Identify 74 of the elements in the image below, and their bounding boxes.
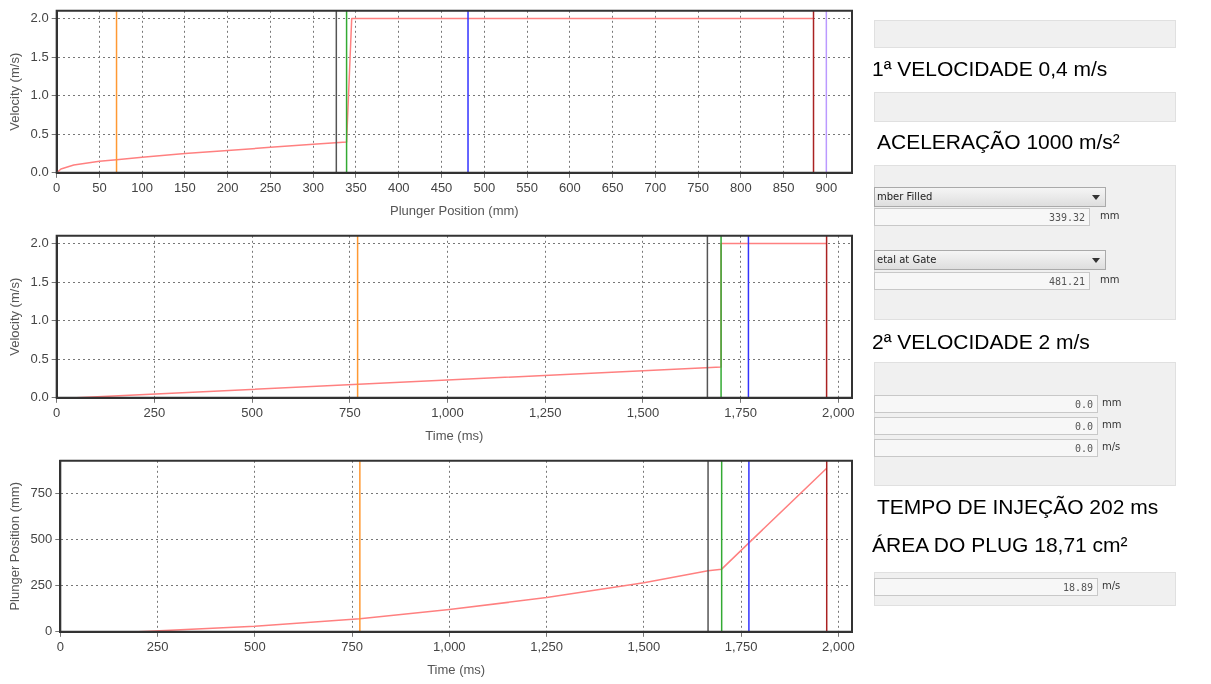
y-tick-label: 1.5	[30, 48, 49, 64]
y-tick-label: 1.5	[30, 273, 49, 289]
y-tick-label: 0	[45, 623, 53, 639]
input-field: 481.21	[874, 272, 1090, 290]
input-field: 0.0	[874, 439, 1098, 457]
x-tick-label: 500	[241, 405, 263, 421]
x-tick-label: 1,000	[431, 405, 464, 421]
y-tick-label: 0.0	[30, 389, 49, 405]
text: 1ª VELOCIDADE 0,4 m/s	[872, 57, 1108, 81]
x-tick-label: 750	[338, 405, 361, 421]
text: ÁREA DO PLUG 18,71 cm²	[872, 533, 1128, 557]
y-tick-label: 750	[30, 484, 53, 500]
x-tick-label: 200	[216, 180, 239, 196]
x-tick-label: 250	[259, 180, 282, 196]
x-tick-label: 350	[345, 180, 367, 196]
input-field: 339.32	[874, 208, 1090, 226]
x-tick-label: 2,000	[822, 405, 855, 421]
y-tick-label: 2.0	[30, 235, 49, 251]
x-axis-title: Time (ms)	[425, 427, 484, 443]
x-tick-label: 100	[131, 180, 154, 196]
x-tick-label: 0	[56, 639, 64, 655]
y-axis-title: Velocity (m/s)	[7, 277, 23, 356]
y-tick-label: 500	[30, 530, 53, 546]
text: m/s	[1102, 441, 1121, 452]
x-axis-title: Plunger Position (mm)	[390, 202, 519, 218]
x-tick-label: 400	[387, 180, 410, 196]
y-axis-title: Plunger Position (mm)	[7, 482, 23, 611]
input-field: 0.0	[874, 395, 1098, 413]
text: m/s	[1102, 580, 1121, 591]
y-tick-label: 0.5	[30, 125, 49, 141]
y-tick-label: 0.0	[30, 164, 49, 180]
x-tick-label: 300	[302, 180, 325, 196]
x-tick-label: 1,500	[627, 639, 661, 655]
x-tick-label: 650	[601, 180, 624, 196]
dropdown-field: mber Filled	[874, 187, 1106, 207]
y-axis-title: Velocity (m/s)	[7, 52, 23, 131]
text: mm	[1100, 274, 1120, 285]
y-tick-label: 1.0	[30, 312, 49, 328]
y-tick-label: 1.0	[30, 87, 49, 103]
dropdown-field: etal at Gate	[874, 250, 1106, 270]
text: mm	[1102, 397, 1122, 408]
x-tick-label: 1,750	[724, 405, 757, 421]
input-field: 0.0	[874, 417, 1098, 435]
x-tick-label: 550	[516, 180, 538, 196]
x-tick-label: 2,000	[822, 639, 855, 655]
text: TEMPO DE INJEÇÃO 202 ms	[877, 495, 1159, 519]
x-tick-label: 1,250	[528, 405, 562, 421]
x-tick-label: 900	[815, 180, 838, 196]
text: 2ª VELOCIDADE 2 m/s	[872, 330, 1090, 354]
x-tick-label: 50	[92, 180, 107, 196]
text: mm	[1100, 210, 1120, 221]
x-tick-label: 750	[341, 639, 363, 655]
input-field: 18.89	[874, 578, 1098, 596]
x-tick-label: 150	[174, 180, 196, 196]
text: mm	[1102, 419, 1122, 430]
text: ACELERAÇÃO 1000 m/s²	[877, 130, 1120, 154]
x-tick-label: 450	[430, 180, 453, 196]
x-tick-label: 250	[146, 639, 169, 655]
x-axis-title: Time (ms)	[427, 661, 486, 677]
x-tick-label: 1,250	[530, 639, 563, 655]
x-tick-label: 850	[772, 180, 795, 196]
y-tick-label: 2.0	[30, 10, 49, 26]
x-tick-label: 800	[729, 180, 752, 196]
y-tick-label: 250	[30, 577, 53, 593]
x-tick-label: 250	[143, 405, 166, 421]
x-tick-label: 500	[243, 639, 266, 655]
x-tick-label: 1,500	[626, 405, 660, 421]
x-tick-label: 600	[558, 180, 581, 196]
x-tick-label: 700	[644, 180, 667, 196]
x-tick-label: 500	[473, 180, 496, 196]
x-tick-label: 1,000	[433, 639, 466, 655]
y-tick-label: 0.5	[30, 350, 49, 366]
x-tick-label: 1,750	[724, 639, 758, 655]
x-tick-label: 750	[687, 180, 709, 196]
